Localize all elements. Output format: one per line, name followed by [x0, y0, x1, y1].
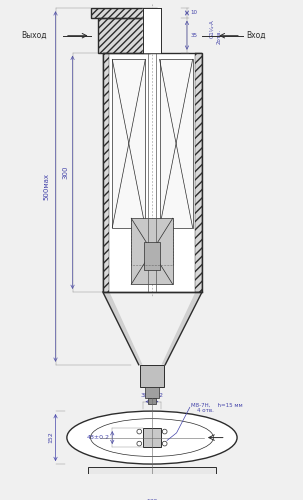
Circle shape [137, 441, 142, 446]
Text: Выход: Выход [22, 31, 47, 40]
Text: M8-7H,    h=15 мм: M8-7H, h=15 мм [191, 403, 242, 408]
Bar [91, 8, 157, 18]
Bar [142, 8, 161, 52]
Text: 35: 35 [191, 32, 198, 38]
Bar [145, 386, 158, 398]
Text: Вход: Вход [247, 31, 266, 40]
Bar [91, 8, 157, 18]
Text: 48±0.2: 48±0.2 [86, 435, 109, 440]
Bar [140, 365, 164, 386]
Bar [142, 428, 161, 447]
Ellipse shape [67, 411, 237, 464]
Bar [195, 52, 202, 292]
Bar [98, 18, 150, 52]
Bar [88, 467, 216, 486]
Circle shape [162, 441, 167, 446]
Text: 500мах: 500мах [43, 173, 49, 200]
Circle shape [137, 429, 142, 434]
Bar [103, 52, 109, 292]
Bar [145, 242, 160, 270]
Text: 152: 152 [48, 432, 53, 444]
Bar [98, 18, 150, 52]
Text: 4 отв.: 4 отв. [197, 408, 214, 412]
Text: 300: 300 [62, 166, 68, 179]
Bar [112, 60, 145, 228]
Polygon shape [103, 292, 142, 365]
Bar [109, 52, 195, 292]
Bar [131, 218, 173, 284]
Text: 135: 135 [146, 499, 158, 500]
Bar [160, 60, 193, 228]
Bar [103, 52, 202, 292]
Circle shape [162, 429, 167, 434]
Text: G1¼-A: G1¼-A [210, 20, 215, 38]
Text: 2отв.: 2отв. [216, 29, 221, 44]
Text: 38±0.2: 38±0.2 [141, 393, 164, 398]
Text: 10: 10 [191, 10, 198, 16]
Bar [148, 398, 156, 404]
Polygon shape [161, 292, 202, 365]
